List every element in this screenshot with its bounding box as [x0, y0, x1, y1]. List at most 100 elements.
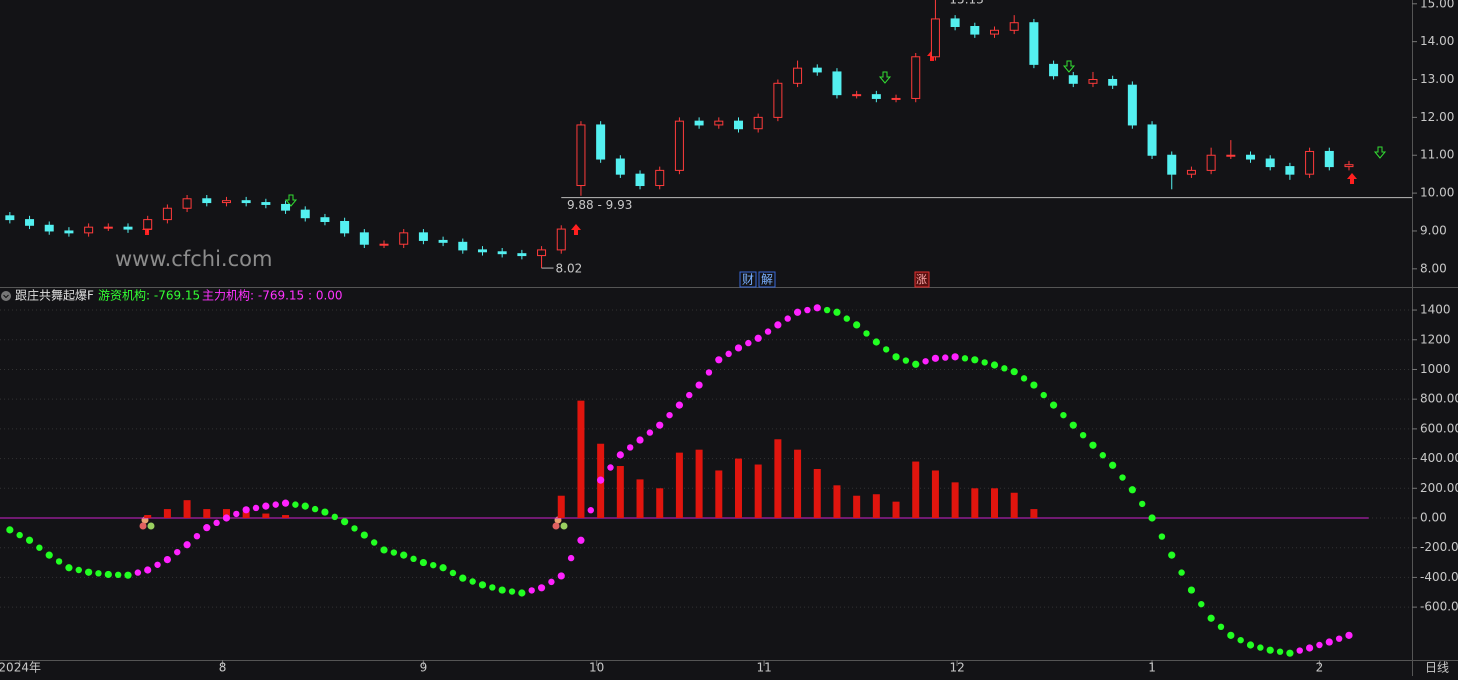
candle-body [911, 56, 921, 99]
dot-fill [449, 569, 457, 577]
candle-body [1344, 164, 1354, 168]
marker-box [739, 271, 757, 288]
bar [144, 515, 152, 519]
bar [734, 458, 742, 519]
dot [537, 584, 546, 592]
candle-body [143, 219, 153, 230]
candle-body [1285, 166, 1295, 175]
dot [124, 571, 132, 579]
candle-body [300, 209, 310, 219]
candle-body [1246, 154, 1256, 160]
candle-body [1324, 150, 1334, 168]
bar [242, 512, 250, 519]
dot [1049, 401, 1058, 409]
dot-fill [725, 350, 732, 358]
dot [478, 581, 487, 589]
candle-body [1009, 22, 1019, 31]
bar [912, 461, 920, 519]
dot [1325, 638, 1333, 646]
dot [419, 558, 428, 567]
gap-annotation: 9.88 - 9.93 [567, 198, 632, 212]
dot-fill [154, 561, 161, 568]
candle-body [1186, 169, 1196, 175]
x-tick-label: 8 [219, 661, 227, 675]
dot [242, 506, 250, 514]
indicator-title: 跟庄共舞起爆F [15, 288, 94, 303]
candle-body [517, 253, 527, 257]
dot-fill [1316, 641, 1323, 649]
sell-arrows [284, 60, 1387, 207]
dot-fill [55, 558, 63, 565]
dot [341, 518, 349, 526]
bar [833, 485, 841, 519]
dot-fill [567, 554, 575, 562]
dot-fill [1335, 635, 1343, 642]
dot-fill [370, 539, 378, 546]
sell-arrow [1373, 146, 1387, 159]
x-tick-label: 2 [1316, 661, 1324, 675]
dot-fill [75, 566, 82, 574]
signal-dot [139, 522, 147, 530]
dot-fill [16, 531, 23, 539]
dot-fill [961, 355, 969, 362]
dot-fill [95, 570, 102, 577]
dot [439, 564, 447, 572]
dot-fill [311, 505, 319, 513]
y-tick-label: 12.00 [1420, 110, 1454, 124]
candle-body [399, 232, 409, 245]
dot [695, 381, 703, 389]
dot [636, 436, 644, 444]
x-tick-label: 11 [756, 661, 771, 675]
dot [203, 524, 211, 532]
dot-fill [626, 444, 634, 451]
dot [990, 361, 999, 369]
bar [557, 495, 565, 519]
dot-fill [607, 464, 614, 471]
marker: 解 [761, 273, 773, 287]
candle-body [359, 232, 369, 245]
candle-body [655, 169, 665, 187]
candle-body [182, 198, 192, 209]
bar [892, 501, 900, 519]
bar [1030, 509, 1038, 519]
dot [1187, 586, 1196, 594]
dot-fill [981, 359, 988, 366]
dot [1109, 461, 1117, 469]
dot-fill [1079, 431, 1087, 439]
dot-fill [587, 507, 594, 514]
collapse-icon[interactable] [1, 291, 11, 301]
bar [183, 500, 191, 519]
dot [1069, 421, 1077, 429]
legend-entry: 游资机构: -769.15 [98, 288, 200, 303]
dot [853, 321, 861, 329]
candle-body [1108, 79, 1118, 86]
candle-body [1265, 158, 1275, 168]
dot-fill [1296, 647, 1303, 654]
dot-fill [548, 578, 555, 586]
y-tick-label: 1200 [1420, 332, 1451, 346]
dot [321, 508, 329, 516]
candle-body [1029, 22, 1039, 65]
buy-arrow [571, 224, 581, 235]
dot-fill [922, 358, 929, 365]
dot-fill [1040, 391, 1047, 399]
x-tick-label: 1 [1148, 661, 1156, 675]
collapse-chevron [3, 294, 9, 299]
candle-body [793, 67, 803, 84]
dot [498, 586, 506, 594]
bar [282, 515, 290, 519]
dot [281, 499, 290, 507]
dot-fill [646, 429, 654, 436]
dot-fill [272, 501, 279, 508]
y-tick-label: 1400 [1420, 303, 1451, 317]
bar [754, 464, 762, 519]
signal-dot [147, 522, 155, 530]
dot-fill [902, 357, 910, 364]
signal-dot [560, 522, 568, 530]
candle-body [1088, 79, 1098, 84]
dot-fill [292, 501, 299, 508]
dot [872, 338, 880, 346]
candle-body [714, 120, 724, 126]
